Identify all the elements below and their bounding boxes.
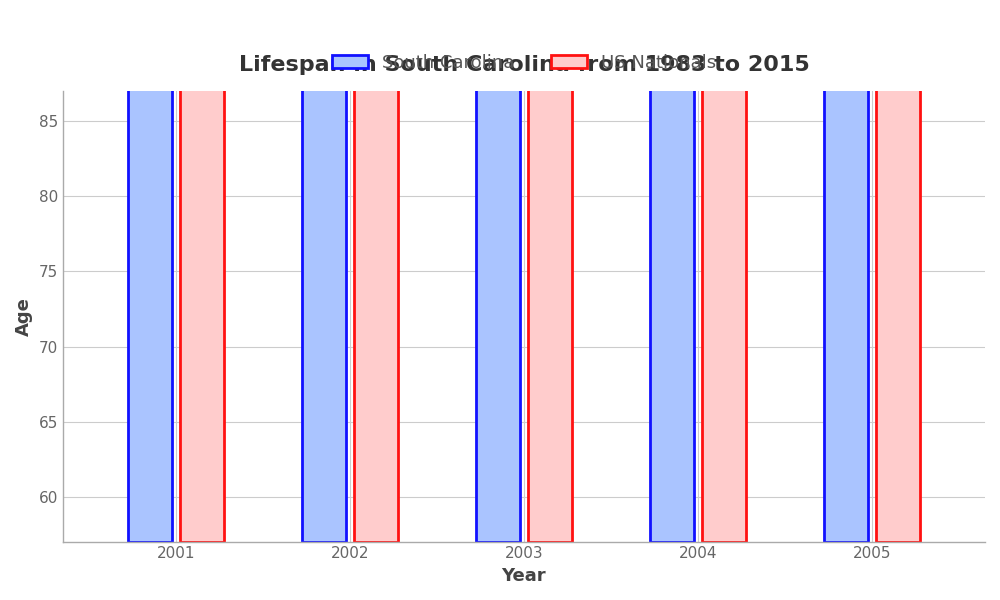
Bar [528, 0, 572, 542]
Bar [354, 0, 398, 542]
Bar [876, 0, 920, 542]
Bar [302, 0, 346, 542]
Bar [824, 0, 868, 542]
Bar [702, 0, 746, 542]
Bar [476, 0, 520, 542]
Bar [128, 0, 172, 542]
Bar [650, 0, 694, 542]
X-axis label: Year: Year [502, 567, 546, 585]
Legend: South Carolina, US Nationals: South Carolina, US Nationals [324, 46, 723, 79]
Y-axis label: Age: Age [15, 297, 33, 336]
Bar [180, 0, 224, 542]
Title: Lifespan in South Carolina from 1983 to 2015: Lifespan in South Carolina from 1983 to … [239, 55, 809, 74]
